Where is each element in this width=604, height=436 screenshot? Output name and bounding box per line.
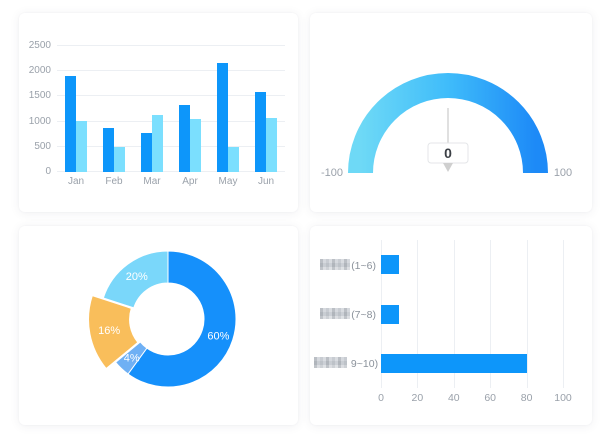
hbar-row-3[interactable] — [381, 353, 527, 373]
x-axis-tick-label: 0 — [378, 392, 384, 404]
pie-slice-20pct[interactable] — [102, 250, 169, 309]
gauge-value: 0 — [444, 145, 452, 161]
pie-slice-4pct[interactable] — [114, 341, 148, 375]
hbar-chart-plot-area — [381, 240, 564, 388]
x-axis-tick-label: 20 — [411, 392, 424, 404]
censored-text-block — [314, 357, 347, 369]
bar-series-light-blue-feb[interactable] — [114, 146, 125, 172]
hbar-row-1[interactable] — [381, 255, 400, 275]
gridline — [57, 95, 285, 97]
y-axis-label: 500 — [34, 140, 51, 152]
gridline — [57, 45, 285, 46]
gauge-max-label: 100 — [554, 167, 572, 179]
card-score-bar-chart: (1~6) (7~8) 9~10) 0 20 40 60 80 100 — [310, 226, 592, 425]
x-axis-tick-label: 100 — [554, 392, 572, 404]
pie-slice-label: 20% — [126, 271, 148, 283]
hbar-category-label: (1~6) — [314, 258, 376, 272]
bar-series-light-blue-mar[interactable] — [152, 114, 163, 172]
bar-group-jan — [57, 46, 95, 172]
bar-series-light-blue-apr[interactable] — [190, 118, 201, 172]
gridline — [57, 70, 285, 72]
bar-series-dark-blue-mar[interactable] — [141, 133, 152, 172]
pie-slice-16pct[interactable] — [88, 295, 139, 370]
y-axis-label: 2000 — [28, 65, 51, 77]
bar-chart-plot-area — [57, 45, 285, 172]
gridline — [563, 240, 564, 388]
gridline — [57, 145, 285, 147]
gridline — [526, 240, 528, 388]
pie-slice-60pct[interactable] — [127, 250, 237, 388]
hbar-category-label: 9~10) — [314, 357, 379, 371]
card-gauge-chart: -100 100 0 — [310, 13, 592, 212]
y-axis-label: 1000 — [28, 115, 51, 127]
x-axis-tick-labels: 0 20 40 60 80 100 — [378, 392, 572, 406]
x-axis-label: Feb — [105, 176, 123, 187]
y-axis-label: 2500 — [28, 40, 51, 51]
y-axis-label: 1500 — [28, 90, 51, 102]
x-axis-labels: Jan Feb Mar Apr May Jun — [57, 176, 285, 187]
gauge-chart: -100 100 0 — [321, 73, 572, 179]
x-axis-tick-label: 60 — [484, 392, 497, 404]
x-axis-label: Apr — [182, 176, 198, 187]
x-axis-tick-label: 80 — [520, 392, 533, 404]
censored-text-block — [320, 258, 351, 270]
y-axis-labels: 0 500 1000 1500 2000 2500 — [21, 41, 53, 177]
card-donut-chart: 60% 4% 16% 20% — [19, 226, 298, 425]
gauge-pointer-base — [443, 163, 453, 172]
bar-series-light-blue-jan[interactable] — [76, 121, 87, 172]
hbar-category-label-text: 9~10) — [348, 358, 379, 371]
hbar-category-label: (7~8) — [314, 308, 376, 321]
x-axis-label: May — [218, 176, 238, 187]
bar-series-dark-blue-may[interactable] — [217, 62, 228, 172]
gauge-arc — [348, 73, 548, 174]
gridline — [417, 240, 419, 388]
gridline — [490, 240, 492, 388]
pie-slice-label: 4% — [124, 353, 140, 365]
bar-group-may — [209, 46, 247, 172]
bar-series-light-blue-jun[interactable] — [266, 118, 277, 172]
x-axis-label: Mar — [143, 176, 161, 187]
gridline — [57, 120, 285, 122]
y-axis-label: 0 — [45, 166, 51, 177]
donut-chart: 60% 4% 16% 20% — [88, 250, 237, 388]
category-labels: (1~6) (7~8) 9~10) — [314, 240, 378, 388]
hbar-category-label-text: (1~6) — [351, 259, 376, 272]
hbar-row-2[interactable] — [381, 304, 400, 324]
bar-series-dark-blue-apr[interactable] — [179, 104, 190, 172]
bar-series-light-blue-may[interactable] — [228, 146, 239, 172]
x-axis-label: Jun — [257, 176, 275, 187]
pie-slice-label: 16% — [98, 325, 120, 337]
pie-slice-label: 60% — [207, 330, 229, 342]
bar-group-mar — [133, 46, 171, 172]
gridline — [453, 240, 455, 388]
bar-series-dark-blue-jan[interactable] — [65, 76, 76, 172]
gauge-min-label: -100 — [321, 167, 343, 179]
bar-series-dark-blue-jun[interactable] — [255, 92, 266, 172]
bar-group-feb — [95, 46, 133, 172]
gridline — [57, 171, 285, 172]
hbar-category-label-text: (7~8) — [351, 309, 376, 321]
card-monthly-bar-chart: 0 500 1000 1500 2000 2500 Jan Feb Mar Apr May Jun — [19, 13, 298, 212]
x-axis-tick-label: 40 — [447, 392, 460, 404]
bar-group-apr — [171, 46, 209, 172]
censored-text-block — [320, 308, 351, 319]
bar-series-dark-blue-feb[interactable] — [103, 127, 114, 172]
x-axis-label: Jan — [67, 176, 85, 187]
bar-group-jun — [247, 46, 285, 172]
